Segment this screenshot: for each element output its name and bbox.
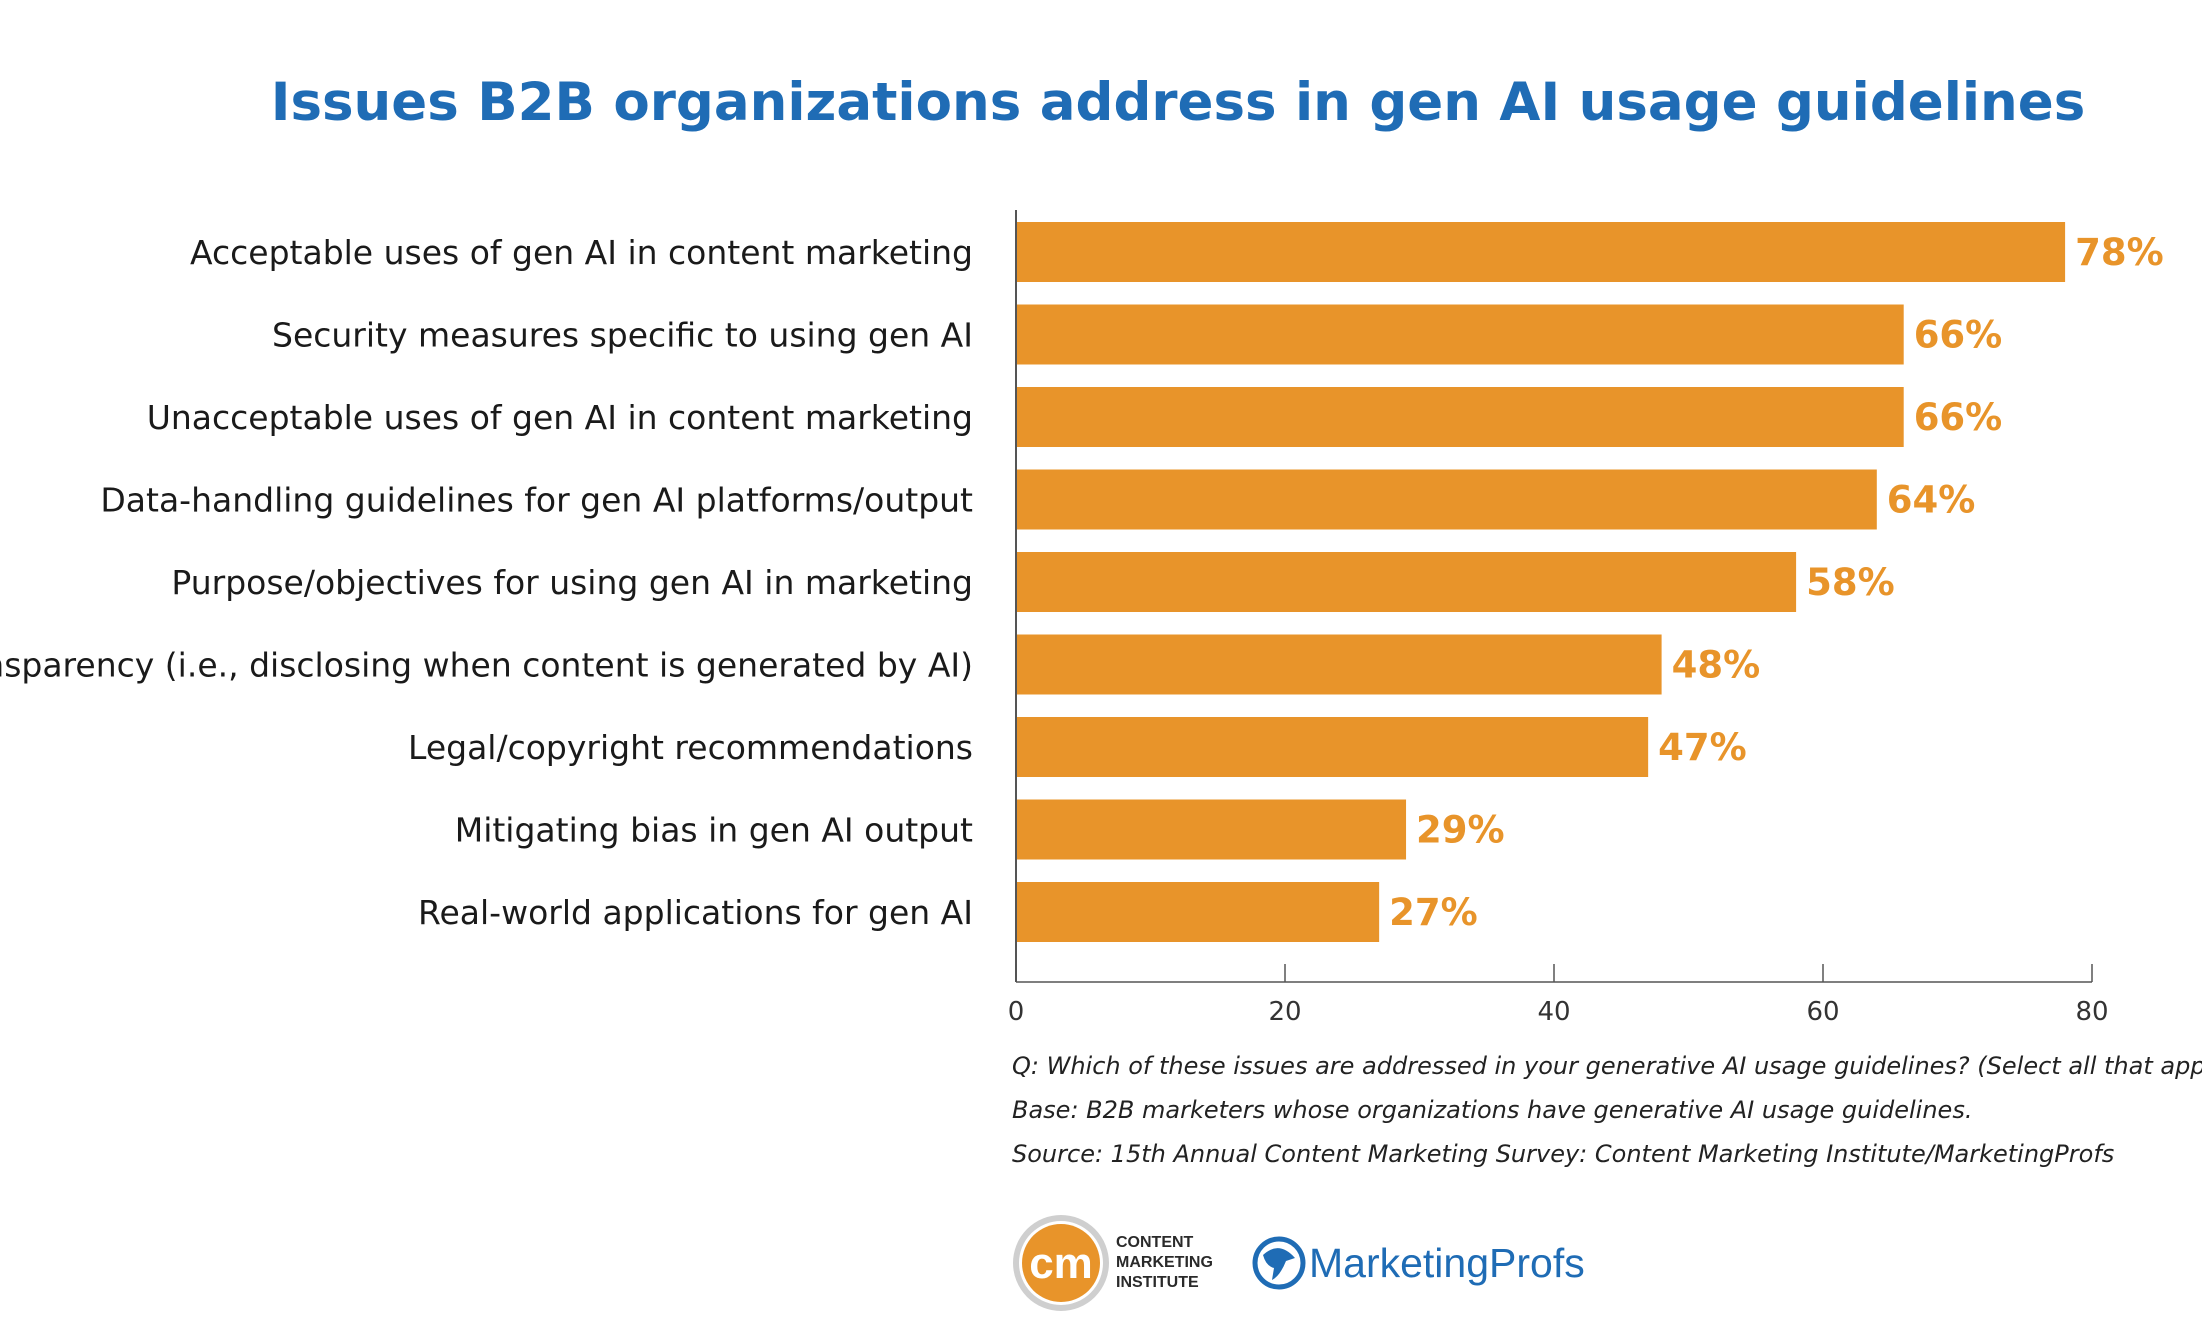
chart-title: Issues B2B organizations address in gen … — [271, 72, 2086, 133]
bar — [1016, 717, 1649, 777]
value-label: 29% — [1416, 809, 1505, 852]
category-label: Legal/copyright recommendations — [408, 728, 973, 767]
bar — [1016, 304, 1904, 365]
bar — [1016, 882, 1380, 942]
bar — [1016, 469, 1877, 530]
marketingprofs-bird-icon — [1263, 1248, 1295, 1280]
cmi-logo-line3: INSTITUTE — [1116, 1274, 1199, 1291]
x-tick-label: 20 — [1268, 997, 1301, 1027]
question-note: Q: Which of these issues are addressed i… — [1012, 1052, 2202, 1080]
x-tick-label: 60 — [1806, 997, 1839, 1027]
cmi-logo-mark: cm — [1029, 1239, 1093, 1288]
category-label: Security measures specific to using gen … — [272, 316, 973, 355]
cmi-logo-line2: MARKETING — [1116, 1254, 1213, 1271]
value-label: 64% — [1887, 479, 1976, 522]
category-label: Acceptable uses of gen AI in content mar… — [190, 233, 973, 272]
x-tick-label: 80 — [2075, 997, 2108, 1027]
value-label: 47% — [1658, 726, 1747, 769]
bar — [1016, 387, 1904, 447]
cmi-logo-line1: CONTENT — [1116, 1234, 1194, 1251]
bar — [1016, 552, 1797, 612]
category-label: Mitigating bias in gen AI output — [455, 811, 973, 850]
base-note: Base: B2B marketers whose organizations … — [1012, 1096, 1972, 1124]
bar — [1016, 634, 1662, 695]
category-label: Purpose/objectives for using gen AI in m… — [171, 563, 973, 602]
bars-group: Acceptable uses of gen AI in content mar… — [0, 222, 2164, 942]
bar — [1016, 799, 1407, 860]
x-tick-label: 0 — [1008, 997, 1025, 1027]
x-tick-label: 40 — [1537, 997, 1570, 1027]
category-label: Data-handling guidelines for gen AI plat… — [100, 481, 973, 520]
x-axis: 0 20 40 60 80 — [1008, 210, 2109, 1027]
bar — [1016, 222, 2066, 282]
value-label: 66% — [1914, 314, 2003, 357]
value-label: 58% — [1806, 561, 1895, 604]
marketingprofs-logo: MarketingProfs — [1252, 1236, 1585, 1290]
marketingprofs-wordmark: MarketingProfs — [1309, 1240, 1585, 1286]
source-note: Source: 15th Annual Content Marketing Su… — [1012, 1140, 2114, 1168]
category-label: Real-world applications for gen AI — [418, 893, 973, 932]
value-label: 48% — [1672, 644, 1761, 687]
value-label: 66% — [1914, 396, 2003, 439]
category-label: Transparency (i.e., disclosing when cont… — [0, 646, 973, 685]
category-label: Unacceptable uses of gen AI in content m… — [147, 398, 973, 437]
cmi-logo-circle — [1022, 1224, 1100, 1302]
value-label: 27% — [1389, 891, 1478, 934]
cmi-logo: cm CONTENT MARKETING INSTITUTE — [1013, 1215, 1213, 1311]
value-label: 78% — [2075, 231, 2164, 274]
